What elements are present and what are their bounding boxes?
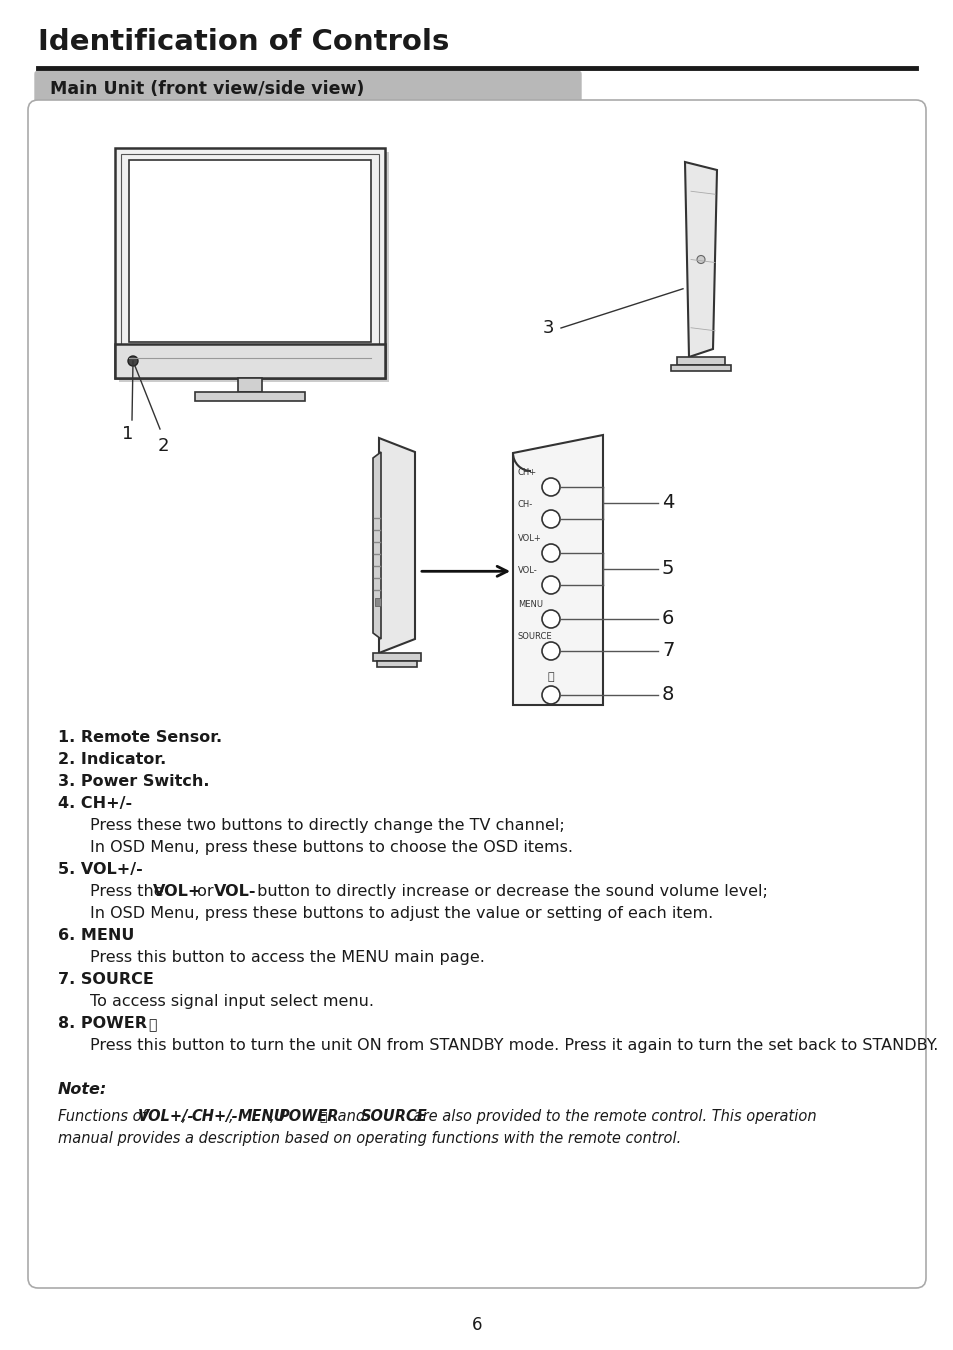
Polygon shape (684, 162, 717, 356)
Text: ⏻: ⏻ (148, 1018, 156, 1031)
Text: CH-: CH- (517, 500, 533, 509)
Bar (376, 662, 416, 667)
Text: 6. MENU: 6. MENU (58, 927, 134, 944)
Text: Note:: Note: (58, 1081, 107, 1098)
Text: 8. POWER: 8. POWER (58, 1017, 147, 1031)
Text: button to directly increase or decrease the sound volume level;: button to directly increase or decrease … (252, 884, 767, 899)
Bar (375, 598, 380, 606)
Circle shape (541, 686, 559, 703)
Text: CH+: CH+ (517, 468, 537, 477)
Text: VOL+/-: VOL+/- (138, 1108, 194, 1125)
Text: 7: 7 (661, 641, 674, 660)
Circle shape (541, 610, 559, 628)
Text: VOL-: VOL- (213, 884, 256, 899)
Text: ⏻: ⏻ (547, 672, 554, 682)
Text: CH+/-: CH+/- (191, 1108, 237, 1125)
Text: Press this button to access the MENU main page.: Press this button to access the MENU mai… (90, 950, 484, 965)
Polygon shape (513, 435, 602, 705)
Text: or: or (192, 884, 218, 899)
Bar (119, 153, 389, 382)
Text: ,: , (182, 1108, 191, 1125)
Text: manual provides a description based on operating functions with the remote contr: manual provides a description based on o… (58, 1131, 680, 1146)
Text: Press this button to turn the unit ON from STANDBY mode. Press it again to turn : Press this button to turn the unit ON fr… (90, 1038, 938, 1053)
FancyBboxPatch shape (35, 72, 580, 107)
Circle shape (541, 510, 559, 528)
Bar (129, 161, 371, 342)
Text: 2: 2 (158, 437, 170, 455)
Bar (121, 154, 378, 373)
Circle shape (541, 643, 559, 660)
Text: ,: , (229, 1108, 238, 1125)
Text: SOURCE: SOURCE (517, 632, 552, 641)
Bar (677, 356, 724, 365)
Text: Press these two buttons to directly change the TV channel;: Press these two buttons to directly chan… (90, 818, 564, 833)
Text: 3: 3 (542, 319, 554, 338)
Bar (194, 392, 305, 401)
Text: To access signal input select menu.: To access signal input select menu. (90, 994, 374, 1008)
Bar (115, 148, 385, 378)
Text: ,: , (270, 1108, 279, 1125)
FancyBboxPatch shape (28, 100, 925, 1288)
Text: 1. Remote Sensor.: 1. Remote Sensor. (58, 730, 222, 745)
Text: Identification of Controls: Identification of Controls (38, 28, 449, 55)
Text: 6: 6 (661, 609, 674, 629)
Text: 6: 6 (471, 1316, 482, 1334)
Text: 8: 8 (661, 686, 674, 705)
Text: and: and (333, 1108, 370, 1125)
Text: 4. CH+/-: 4. CH+/- (58, 796, 132, 811)
Text: 5: 5 (661, 559, 674, 579)
Polygon shape (378, 437, 415, 653)
Text: Functions of: Functions of (58, 1108, 152, 1125)
Circle shape (541, 544, 559, 562)
Bar (373, 653, 420, 662)
Text: MENU: MENU (237, 1108, 286, 1125)
Text: 3. Power Switch.: 3. Power Switch. (58, 774, 210, 788)
Text: 5. VOL+/-: 5. VOL+/- (58, 863, 143, 878)
Text: SOURCE: SOURCE (360, 1108, 427, 1125)
Text: are also provided to the remote control. This operation: are also provided to the remote control.… (409, 1108, 816, 1125)
Text: VOL+: VOL+ (152, 884, 202, 899)
Text: 1: 1 (122, 425, 133, 443)
Bar (115, 344, 385, 378)
Text: 4: 4 (661, 494, 674, 513)
Text: MENU: MENU (517, 599, 542, 609)
Text: ⏻: ⏻ (318, 1111, 326, 1125)
Polygon shape (373, 452, 380, 639)
Text: In OSD Menu, press these buttons to choose the OSD items.: In OSD Menu, press these buttons to choo… (90, 840, 573, 855)
Bar (670, 364, 730, 371)
Circle shape (541, 576, 559, 594)
Text: 2. Indicator.: 2. Indicator. (58, 752, 166, 767)
Text: In OSD Menu, press these buttons to adjust the value or setting of each item.: In OSD Menu, press these buttons to adju… (90, 906, 713, 921)
Text: VOL+: VOL+ (517, 535, 541, 543)
Text: VOL-: VOL- (517, 566, 537, 575)
Circle shape (697, 255, 704, 263)
Text: 7. SOURCE: 7. SOURCE (58, 972, 153, 987)
Circle shape (128, 356, 138, 366)
Text: Press the: Press the (90, 884, 169, 899)
Circle shape (541, 478, 559, 495)
Text: POWER: POWER (278, 1108, 339, 1125)
Bar (237, 378, 262, 392)
Text: Main Unit (front view/side view): Main Unit (front view/side view) (50, 80, 364, 99)
